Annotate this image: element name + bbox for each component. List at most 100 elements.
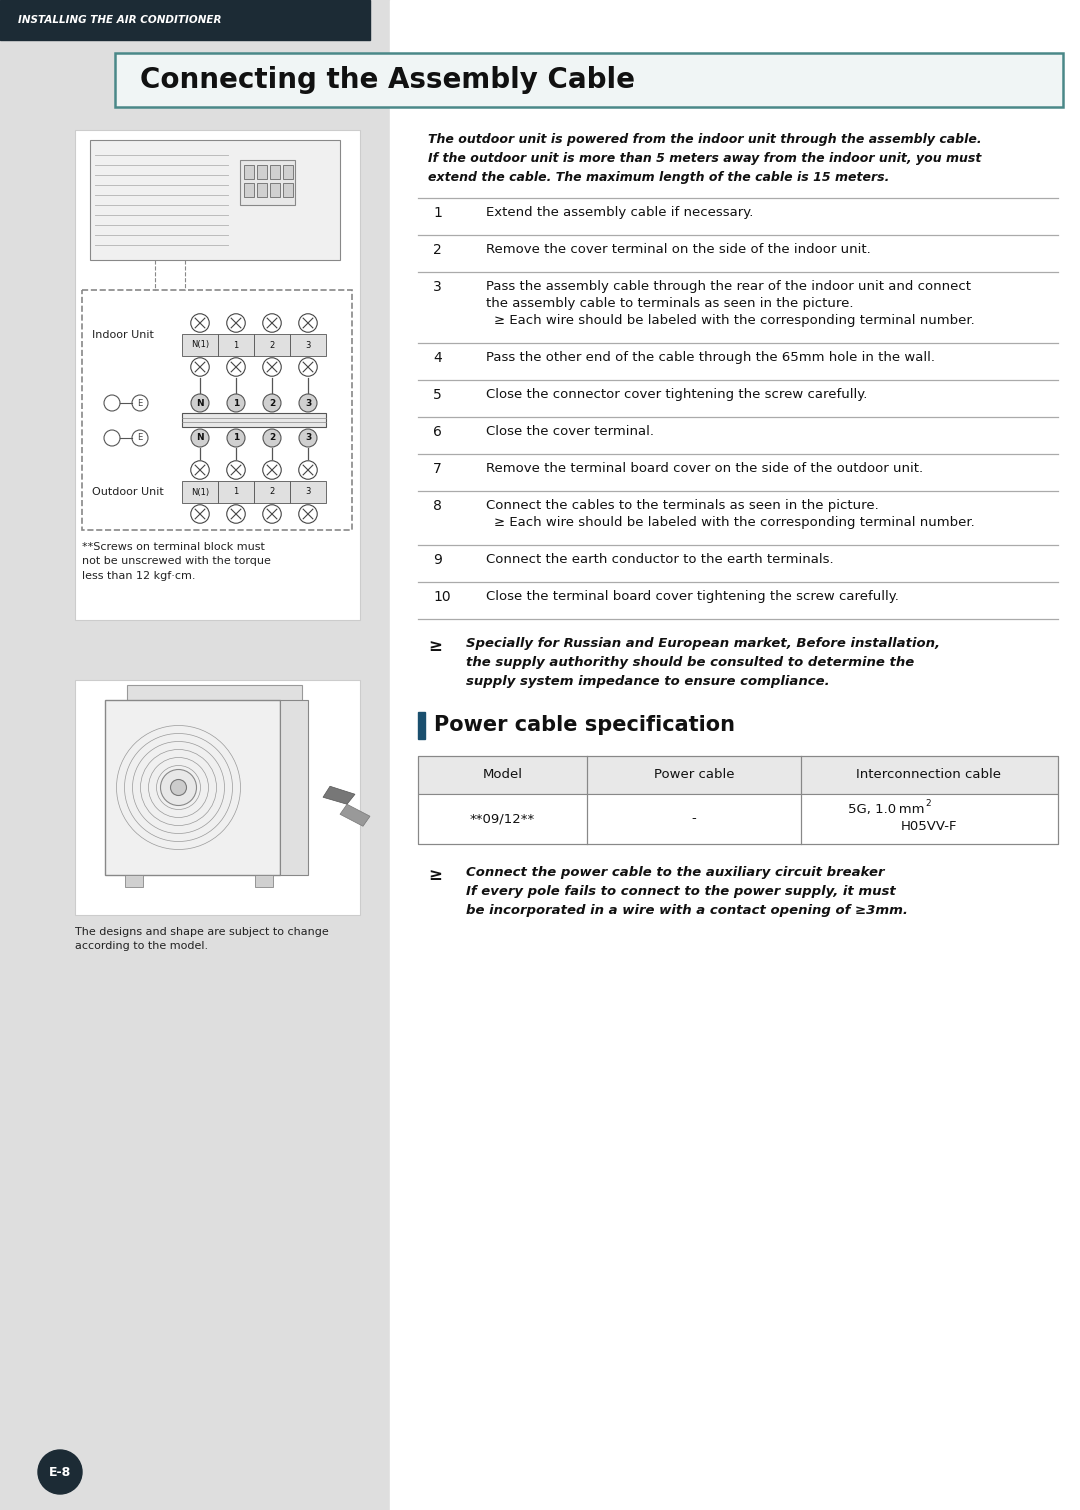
Bar <box>218 482 254 503</box>
Circle shape <box>161 770 197 805</box>
Text: be incorporated in a wire with a contact opening of ≥3mm.: be incorporated in a wire with a contact… <box>465 904 908 917</box>
Text: 3: 3 <box>305 399 311 408</box>
Text: Connect the earth conductor to the earth terminals.: Connect the earth conductor to the earth… <box>486 553 834 566</box>
Bar <box>0 0 370 39</box>
Text: Pass the assembly cable through the rear of the indoor unit and connect: Pass the assembly cable through the rear… <box>486 279 971 293</box>
Bar <box>283 165 293 180</box>
Bar <box>183 482 218 503</box>
Bar <box>75 680 360 915</box>
Text: If every pole fails to connect to the power supply, it must: If every pole fails to connect to the po… <box>465 885 895 898</box>
Text: 5: 5 <box>433 388 442 402</box>
Text: The outdoor unit is powered from the indoor unit through the assembly cable.: The outdoor unit is powered from the ind… <box>428 133 982 146</box>
Text: Model: Model <box>483 769 523 782</box>
Bar <box>244 183 254 196</box>
Text: 4: 4 <box>433 350 442 365</box>
Bar <box>183 414 326 427</box>
Text: 1: 1 <box>433 205 442 220</box>
Text: ≥: ≥ <box>428 637 442 655</box>
Text: Connecting the Assembly Cable: Connecting the Assembly Cable <box>140 66 635 94</box>
Circle shape <box>171 779 187 796</box>
Bar <box>218 334 254 356</box>
Text: **09/12**: **09/12** <box>470 812 535 826</box>
Text: 8: 8 <box>433 498 442 513</box>
Bar <box>257 183 267 196</box>
Text: 2: 2 <box>924 799 931 808</box>
Text: 9: 9 <box>433 553 442 566</box>
Bar <box>390 0 1080 1510</box>
Text: 5G, 1.0 mm: 5G, 1.0 mm <box>848 803 924 817</box>
Text: 3: 3 <box>306 340 311 349</box>
Circle shape <box>191 394 210 412</box>
Circle shape <box>264 429 281 447</box>
Bar <box>0 0 390 1510</box>
Text: -: - <box>691 812 697 826</box>
Text: 3: 3 <box>306 488 311 497</box>
Circle shape <box>227 429 245 447</box>
Bar <box>254 482 291 503</box>
Text: Power cable specification: Power cable specification <box>434 716 735 735</box>
Bar <box>254 334 291 356</box>
Text: the assembly cable to terminals as seen in the picture.: the assembly cable to terminals as seen … <box>486 297 853 310</box>
Text: Interconnection cable: Interconnection cable <box>856 769 1001 782</box>
Circle shape <box>264 394 281 412</box>
Text: H05VV-F: H05VV-F <box>901 820 957 834</box>
Text: supply system impedance to ensure compliance.: supply system impedance to ensure compli… <box>465 675 829 689</box>
Text: 3: 3 <box>433 279 442 294</box>
Text: Remove the terminal board cover on the side of the outdoor unit.: Remove the terminal board cover on the s… <box>486 462 923 476</box>
Text: The designs and shape are subject to change
according to the model.: The designs and shape are subject to cha… <box>75 927 328 951</box>
Bar <box>418 757 1058 844</box>
Bar <box>255 874 273 886</box>
Bar <box>280 701 308 874</box>
Text: **Screws on terminal block must
not be unscrewed with the torque
less than 12 kg: **Screws on terminal block must not be u… <box>82 542 271 581</box>
Text: Close the terminal board cover tightening the screw carefully.: Close the terminal board cover tightenin… <box>486 590 899 602</box>
Text: E: E <box>137 399 143 408</box>
Bar <box>418 794 1058 844</box>
Text: 1: 1 <box>233 488 239 497</box>
Bar <box>82 290 352 530</box>
Bar <box>90 140 340 260</box>
Text: 2: 2 <box>269 399 275 408</box>
Text: If the outdoor unit is more than 5 meters away from the indoor unit, you must: If the outdoor unit is more than 5 meter… <box>428 153 982 165</box>
Bar <box>127 686 302 861</box>
Text: Remove the cover terminal on the side of the indoor unit.: Remove the cover terminal on the side of… <box>486 243 870 257</box>
Text: 7: 7 <box>433 462 442 476</box>
Polygon shape <box>323 787 355 805</box>
Text: 10: 10 <box>433 590 450 604</box>
Text: 2: 2 <box>269 433 275 442</box>
Bar <box>240 160 295 205</box>
Bar <box>418 757 1058 794</box>
Circle shape <box>299 429 318 447</box>
Polygon shape <box>340 805 370 826</box>
Bar <box>183 334 218 356</box>
Circle shape <box>227 394 245 412</box>
Text: extend the cable. The maximum length of the cable is 15 meters.: extend the cable. The maximum length of … <box>428 171 889 184</box>
Text: E: E <box>137 433 143 442</box>
Text: Extend the assembly cable if necessary.: Extend the assembly cable if necessary. <box>486 205 754 219</box>
Text: N: N <box>197 399 204 408</box>
Bar <box>283 183 293 196</box>
Circle shape <box>191 429 210 447</box>
Text: ≥ Each wire should be labeled with the corresponding terminal number.: ≥ Each wire should be labeled with the c… <box>494 516 975 528</box>
Text: Close the cover terminal.: Close the cover terminal. <box>486 424 654 438</box>
Text: N: N <box>197 433 204 442</box>
Text: 6: 6 <box>433 424 442 439</box>
Text: 1: 1 <box>233 433 239 442</box>
Text: the supply authorithy should be consulted to determine the: the supply authorithy should be consulte… <box>465 655 915 669</box>
Bar <box>270 165 280 180</box>
Bar <box>270 183 280 196</box>
Bar <box>291 482 326 503</box>
Bar <box>75 130 360 621</box>
Text: 3: 3 <box>305 433 311 442</box>
Bar <box>114 53 1063 107</box>
Text: ≥: ≥ <box>428 867 442 883</box>
Text: Connect the cables to the terminals as seen in the picture.: Connect the cables to the terminals as s… <box>486 498 879 512</box>
Text: Power cable: Power cable <box>653 769 734 782</box>
Text: 2: 2 <box>433 243 442 257</box>
Text: Outdoor Unit: Outdoor Unit <box>92 488 164 497</box>
Text: Connect the power cable to the auxiliary circuit breaker: Connect the power cable to the auxiliary… <box>465 867 885 879</box>
Text: 1: 1 <box>233 399 239 408</box>
Circle shape <box>299 394 318 412</box>
Text: E-8: E-8 <box>49 1466 71 1478</box>
Text: Specially for Russian and European market, Before installation,: Specially for Russian and European marke… <box>465 637 940 649</box>
Text: 2: 2 <box>269 340 274 349</box>
